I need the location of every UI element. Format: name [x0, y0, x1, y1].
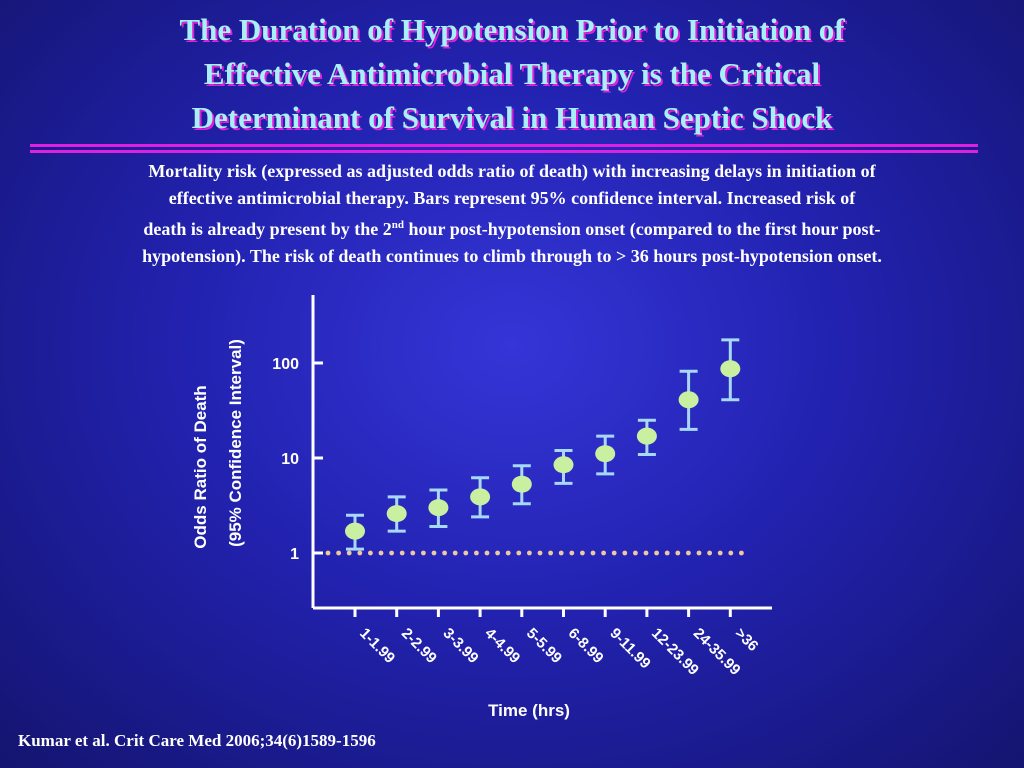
reference-dot: [611, 550, 617, 556]
description-line-1: Mortality risk (expressed as adjusted od…: [148, 161, 876, 181]
reference-dot: [452, 550, 458, 556]
x-tick-label: 1-1.99: [356, 625, 398, 667]
data-point: [470, 488, 491, 506]
reference-dot: [399, 550, 405, 556]
reference-dot: [558, 550, 564, 556]
x-ticks: 1-1.99 2-2.99 3-3.99 4-4.99 5-5.99 6-8.99 9-11…: [353, 608, 761, 679]
data-point: [720, 360, 741, 378]
reference-dot: [368, 550, 373, 556]
reference-dot: [675, 550, 681, 556]
citation: Kumar et al. Crit Care Med 2006;34(6)158…: [18, 731, 376, 750]
reference-dot: [643, 550, 649, 556]
data-points: [345, 360, 741, 540]
reference-dot: [484, 550, 490, 556]
reference-dot: [707, 550, 712, 556]
reference-dot: [537, 550, 543, 556]
reference-dot: [474, 550, 479, 556]
data-point: [678, 391, 699, 409]
description-line-3a: death is already present by the 2: [143, 219, 392, 239]
description-superscript: nd: [391, 219, 405, 231]
data-point: [595, 445, 616, 463]
description-line-4: hypotension). The risk of death continue…: [142, 246, 882, 266]
data-point: [386, 505, 407, 523]
reference-dot: [442, 550, 447, 556]
reference-dot: [654, 550, 659, 556]
data-point: [553, 456, 574, 474]
reference-dot: [590, 550, 596, 556]
slide-description: Mortality risk (expressed as adjusted od…: [24, 158, 1000, 270]
x-tick-label: 6-8.99: [565, 625, 607, 667]
data-point: [636, 427, 657, 445]
reference-dot: [410, 550, 416, 556]
reference-dot: [569, 550, 575, 556]
reference-dot: [516, 550, 522, 556]
data-point: [345, 522, 365, 540]
x-tick-label: 3-3.99: [440, 625, 482, 667]
x-tick-label: 5-5.99: [523, 625, 565, 667]
x-tick-label: 4-4.99: [481, 625, 523, 667]
data-point: [428, 499, 449, 517]
y-ticks: 1 10 100: [272, 356, 323, 563]
reference-dot: [505, 550, 511, 556]
reference-dot: [495, 550, 500, 556]
description-line-2: effective antimicrobial therapy. Bars re…: [168, 188, 856, 208]
chart-axes: [311, 295, 772, 610]
data-point: [511, 475, 532, 493]
reference-dot: [463, 550, 469, 556]
reference-dot: [696, 550, 702, 556]
x-tick-label: 2-2.99: [398, 625, 440, 667]
reference-dot: [686, 550, 691, 556]
reference-dot: [739, 550, 744, 556]
description-line-3b: hour post-hypotension onset (compared to…: [404, 219, 881, 239]
slide-title: The Duration of Hypotension Prior to Ini…: [0, 8, 1024, 140]
x-tick-label: 9-11.99: [606, 625, 653, 672]
reference-dot: [389, 550, 394, 556]
reference-dot: [601, 550, 606, 556]
reference-dot: [527, 550, 532, 556]
reference-dot: [580, 550, 585, 556]
x-tick-label: >36: [731, 625, 761, 655]
reference-dot: [548, 550, 553, 556]
x-axis-label: Time (hrs): [488, 701, 570, 720]
title-line-2: Effective Antimicrobial Therapy is the C…: [203, 56, 821, 91]
reference-dot: [336, 550, 341, 556]
reference-line: [325, 550, 744, 556]
reference-dot: [431, 550, 437, 556]
reference-dot: [622, 550, 628, 556]
reference-dot: [717, 550, 723, 556]
title-divider-bottom: [30, 150, 978, 153]
reference-dot: [325, 550, 331, 556]
title-divider-top: [30, 144, 978, 147]
title-line-3: Determinant of Survival in Human Septic …: [191, 100, 833, 135]
y-axis-label-1: Odds Ratio of Death: [191, 385, 210, 548]
title-line-1: The Duration of Hypotension Prior to Ini…: [179, 12, 845, 47]
reference-dot: [378, 550, 384, 556]
y-tick-label: 10: [281, 451, 299, 468]
y-axis-label-2: (95% Confidence Interval): [226, 339, 245, 547]
y-tick-label: 1: [290, 546, 299, 563]
reference-dot: [346, 550, 352, 556]
reference-dot: [664, 550, 670, 556]
reference-dot: [421, 550, 426, 556]
y-tick-label: 100: [272, 356, 299, 373]
reference-dot: [633, 550, 638, 556]
reference-dot: [728, 550, 734, 556]
reference-dot: [357, 550, 363, 556]
